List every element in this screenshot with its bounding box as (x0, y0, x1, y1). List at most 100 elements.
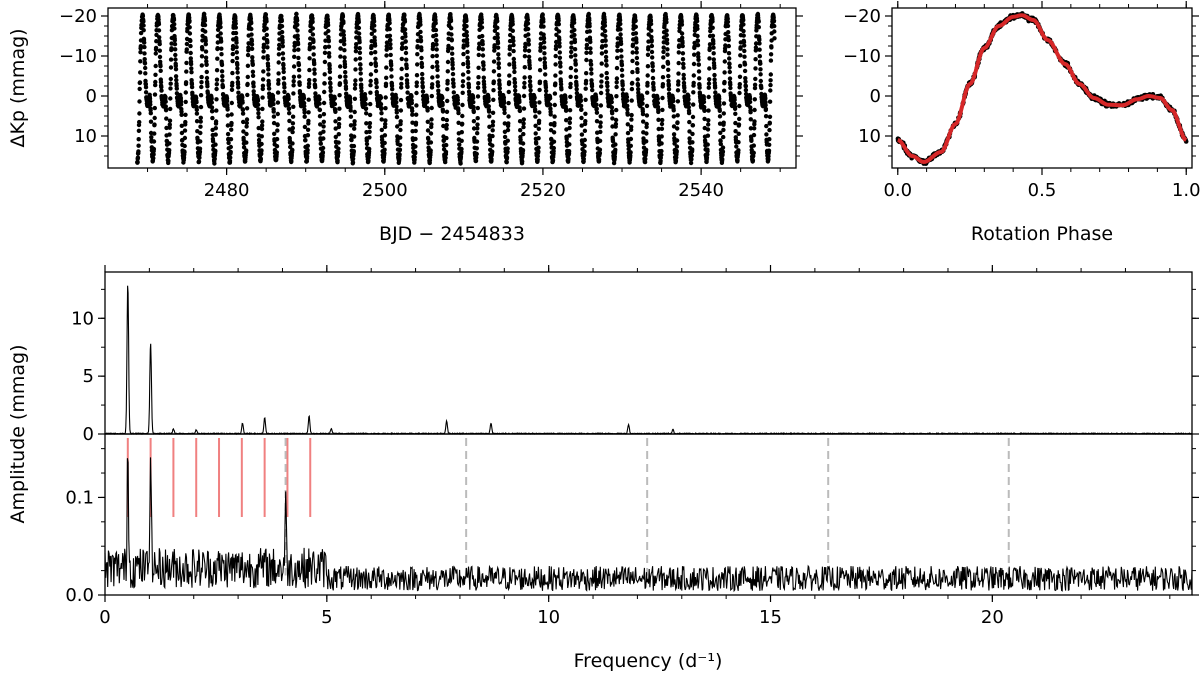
light-curve-point (187, 15, 192, 20)
light-curve-point (413, 120, 419, 126)
light-curve-point (235, 82, 241, 87)
light-curve-point (492, 28, 498, 33)
light-curve-point (356, 31, 362, 36)
light-curve-point (194, 100, 199, 105)
light-curve-point (359, 88, 364, 94)
light-curve-point (214, 108, 219, 113)
x-tick-label: 10 (537, 607, 560, 628)
light-curve-point (550, 158, 556, 163)
light-curve-point (513, 88, 518, 93)
light-curve-point (236, 90, 241, 95)
light-curve-point (321, 119, 326, 125)
light-curve-point (507, 73, 512, 78)
light-curve-point (287, 127, 292, 132)
light-curve-point (461, 61, 466, 67)
light-curve-point (600, 44, 605, 49)
light-curve-point (384, 65, 389, 70)
light-curve-point (503, 141, 508, 146)
light-curve-point (336, 150, 341, 155)
light-curve-point (430, 75, 435, 80)
light-curve-point (317, 107, 323, 113)
light-curve-point (341, 38, 347, 43)
light-curve-point (495, 45, 501, 50)
light-curve-point (558, 60, 563, 66)
light-curve-point (246, 45, 251, 50)
light-curve-point (490, 133, 495, 139)
light-curve-point (735, 158, 740, 163)
light-curve-point (259, 126, 265, 132)
light-curve-point (696, 57, 701, 62)
light-curve-point (173, 63, 178, 68)
light-curve-point (625, 112, 630, 117)
light-curve-point (388, 42, 393, 47)
light-curve-point (602, 23, 608, 28)
light-curve-point (712, 72, 717, 78)
light-curve-point (756, 19, 761, 24)
light-curve-point (521, 93, 527, 99)
light-curve-point (436, 88, 441, 93)
light-curve-point (362, 92, 368, 97)
light-curve-point (594, 102, 599, 107)
light-curve-point (630, 58, 635, 64)
light-curve-point (567, 108, 573, 113)
light-curve-point (292, 48, 297, 53)
light-curve-point (551, 130, 557, 135)
light-curve-point (641, 119, 646, 124)
light-curve-point (280, 56, 286, 61)
light-curve-point (674, 148, 679, 154)
light-curve-point (264, 26, 269, 31)
light-curve-point (168, 86, 173, 91)
light-curve-point (476, 81, 481, 86)
light-curve-point (567, 142, 572, 147)
light-curve-point (368, 61, 374, 67)
light-curve-point (686, 101, 691, 106)
light-curve-point (568, 84, 573, 90)
light-curve-point (742, 54, 747, 59)
light-curve-point (543, 88, 549, 94)
light-curve-point (645, 80, 650, 86)
light-curve-point (399, 81, 404, 87)
light-curve-point (297, 74, 302, 79)
light-curve-point (526, 38, 531, 43)
light-curve-point (228, 144, 233, 150)
light-curve-point (142, 40, 147, 45)
light-curve-point (364, 121, 369, 126)
light-curve-point (471, 119, 477, 124)
light-curve-point (553, 81, 558, 86)
light-curve-point (579, 123, 584, 128)
light-curve-point (743, 76, 748, 81)
light-curve-point (158, 68, 163, 74)
light-curve-point (260, 95, 265, 100)
light-curve-point (596, 157, 602, 162)
light-curve-point (307, 41, 313, 47)
light-curve-point (219, 52, 224, 57)
light-curve-point (358, 77, 364, 82)
light-curve-point (368, 83, 373, 88)
light-curve-point (184, 69, 189, 74)
light-curve-point (218, 39, 224, 44)
light-curve-point (723, 37, 728, 42)
light-curve-point (198, 119, 203, 124)
x-tick-label: 2520 (520, 180, 566, 201)
light-curve-point (717, 108, 722, 114)
light-curve-point (415, 44, 420, 49)
light-curve-point (583, 111, 588, 117)
light-curve-point (476, 52, 481, 58)
light-curve-point (199, 84, 204, 90)
light-curve-point (260, 77, 266, 82)
light-curve-point (538, 41, 543, 47)
light-curve-point (307, 56, 312, 61)
light-curve-point (587, 18, 592, 23)
light-curve-point (367, 124, 372, 130)
light-curve-point (628, 136, 634, 142)
light-curve-point (640, 101, 645, 106)
light-curve-point (424, 96, 430, 101)
light-curve-point (275, 122, 280, 128)
light-curve-point (512, 77, 517, 82)
light-curve-point (250, 55, 255, 60)
light-curve-point (225, 123, 231, 128)
light-curve-point (525, 17, 530, 22)
light-curve-point (367, 129, 372, 134)
light-curve-point (510, 28, 515, 33)
light-curve-point (450, 66, 455, 71)
